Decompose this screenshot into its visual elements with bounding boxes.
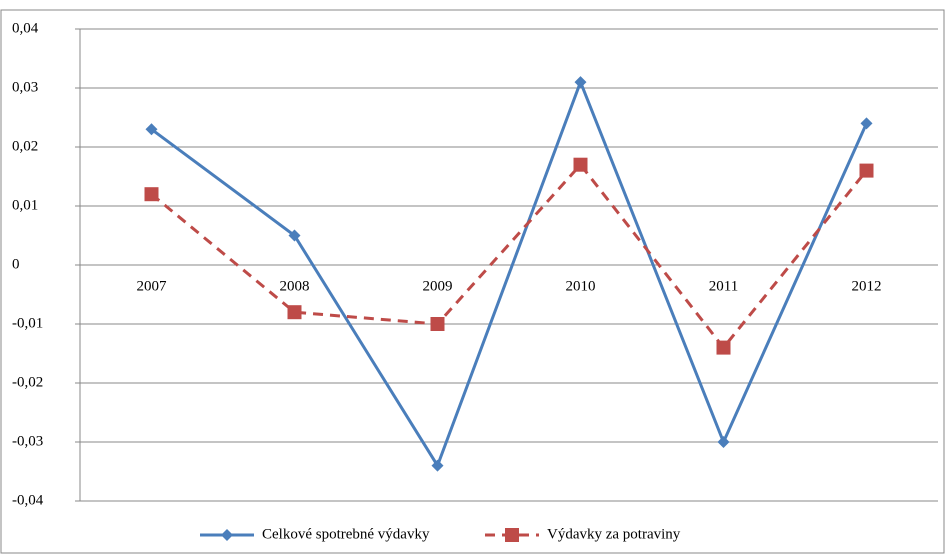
x-tick-label: 2011 bbox=[709, 278, 738, 294]
y-tick-label: 0,04 bbox=[12, 20, 39, 36]
legend-marker bbox=[505, 528, 519, 542]
legend-marker bbox=[221, 529, 233, 541]
data-point bbox=[860, 117, 873, 130]
legend-label: Výdavky za potraviny bbox=[547, 526, 681, 542]
data-point bbox=[716, 340, 731, 355]
data-point bbox=[288, 229, 301, 242]
y-tick-label: 0,03 bbox=[12, 79, 38, 95]
data-point bbox=[144, 187, 159, 202]
x-tick-label: 2007 bbox=[137, 278, 168, 294]
y-tick-label: -0,03 bbox=[12, 433, 43, 449]
data-point bbox=[431, 459, 444, 472]
x-tick-label: 2012 bbox=[852, 278, 882, 294]
data-point bbox=[859, 163, 874, 178]
y-tick-label: -0,02 bbox=[12, 374, 43, 390]
data-point bbox=[574, 76, 587, 89]
chart-frame bbox=[0, 9, 945, 554]
data-point bbox=[573, 157, 588, 172]
y-tick-label: -0,04 bbox=[12, 492, 44, 508]
data-point bbox=[287, 305, 302, 320]
y-tick-label: -0,01 bbox=[12, 315, 43, 331]
x-tick-label: 2009 bbox=[423, 278, 453, 294]
data-point bbox=[717, 436, 730, 448]
series-line bbox=[150, 162, 868, 351]
y-tick-label: 0,01 bbox=[12, 197, 38, 213]
data-point bbox=[430, 317, 445, 331]
x-tick-label: 2008 bbox=[280, 278, 310, 294]
data-point bbox=[145, 123, 158, 136]
legend-label: Celkové spotrebné výdavky bbox=[262, 526, 430, 542]
y-tick-label: 0 bbox=[12, 256, 20, 272]
x-tick-label: 2010 bbox=[566, 278, 596, 294]
y-tick-label: 0,02 bbox=[12, 138, 38, 154]
series-line bbox=[150, 77, 868, 469]
